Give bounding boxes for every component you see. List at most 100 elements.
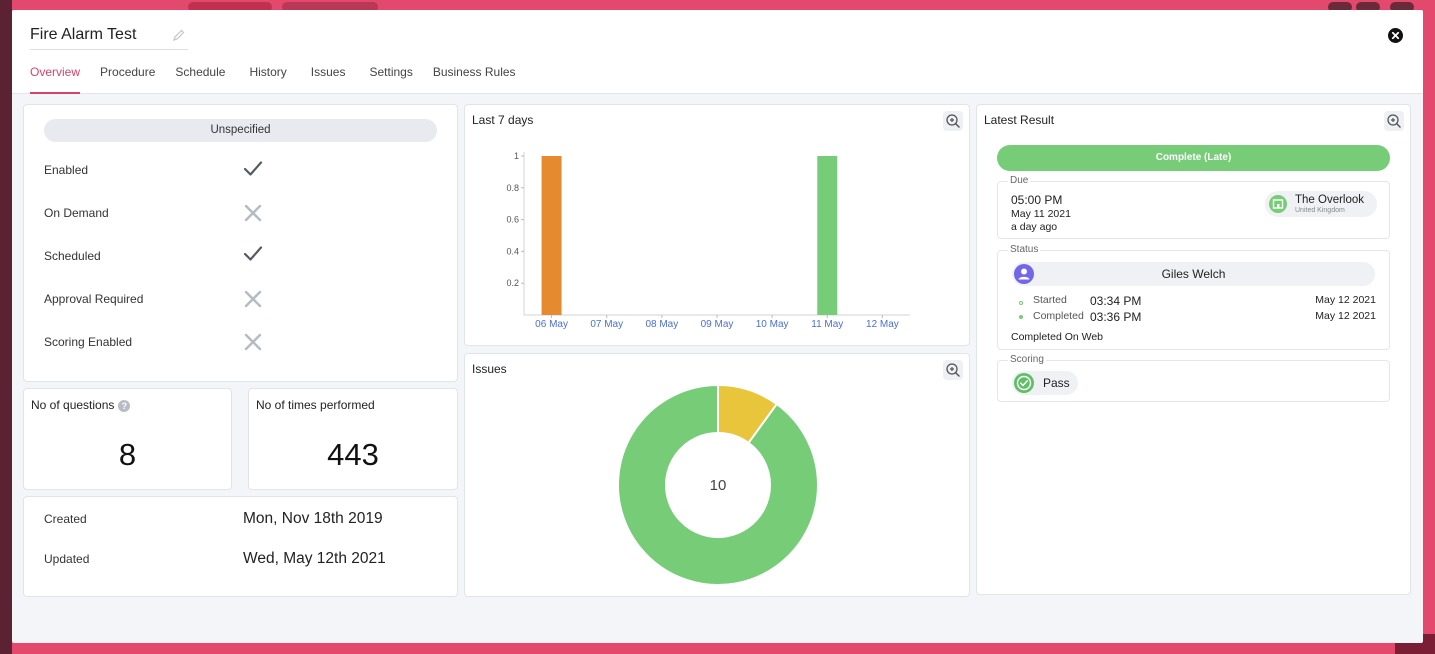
zoom-button[interactable] (1384, 111, 1404, 131)
flag-label-scoring-enabled: Scoring Enabled (44, 335, 133, 349)
close-icon (1391, 31, 1400, 40)
questions-label-text: No of questions (31, 398, 115, 412)
y-tick-label: 0.2 (506, 278, 519, 288)
donut-chart: 10 (617, 383, 819, 586)
completed-on: Completed On Web (1011, 331, 1104, 343)
y-tick-label: 0.6 (506, 215, 519, 225)
updated-label: Updated (44, 552, 90, 566)
zoom-in-icon (946, 114, 960, 128)
zoom-button[interactable] (943, 360, 963, 380)
backdrop-pill (188, 2, 272, 12)
dates-card: Created Mon, Nov 18th 2019 Updated Wed, … (23, 496, 458, 597)
y-tick-label: 0.4 (506, 246, 519, 256)
scoring-section: Scoring Pass (997, 354, 1390, 402)
backdrop-badge (1356, 2, 1380, 12)
x-tick-label: 07 May (590, 319, 623, 330)
donut-slice (617, 383, 819, 586)
performed-card: No of times performed 443 (248, 388, 458, 490)
check-icon (243, 161, 263, 176)
questions-card: No of questions? 8 (23, 388, 232, 490)
tab-settings[interactable]: Settings (369, 65, 413, 79)
location-chip[interactable]: The Overlook United Kingdom (1265, 191, 1377, 217)
questions-count: 8 (118, 437, 137, 472)
x-tick-label: 09 May (701, 319, 734, 330)
backdrop-pill (282, 2, 378, 12)
tab-issues[interactable]: Issues (310, 65, 346, 79)
started-date: May 12 2021 (1315, 294, 1376, 306)
bar (541, 156, 562, 315)
pass-icon (1014, 373, 1034, 393)
x-tick-label: 10 May (756, 319, 789, 330)
performed-label: No of times performed (256, 398, 375, 412)
check-circle-icon (1016, 375, 1032, 391)
due-label: Due (1008, 175, 1031, 186)
last-7-days-card: Last 7 days 0.2 0.4 0.6 0.8 1 06 May 07 May 08 … (464, 104, 970, 346)
issues-title: Issues (472, 362, 507, 376)
settings-card: Unspecified Enabled On Demand Scheduled … (23, 104, 458, 382)
started-time: 03:34 PM (1090, 294, 1142, 308)
x-tick-label: 06 May (535, 319, 568, 330)
tab-business-rules[interactable]: Business Rules (432, 65, 516, 79)
status-section: Status Giles Welch Started 03:34 PM May … (997, 244, 1390, 350)
due-time: 05:00 PM (1011, 193, 1063, 207)
created-label: Created (44, 512, 87, 526)
started-dot-icon (1019, 301, 1023, 305)
result-status-bar: Complete (Late) (997, 145, 1390, 171)
completed-date: May 12 2021 (1315, 310, 1376, 322)
created-value: Mon, Nov 18th 2019 (243, 510, 383, 527)
backdrop-avatar (1390, 2, 1414, 12)
close-button[interactable] (1388, 28, 1403, 43)
y-tick-label: 0.8 (506, 183, 519, 193)
category-badge: Unspecified (44, 119, 437, 142)
flag-label-on-demand: On Demand (44, 206, 109, 220)
y-tick-label: 1 (514, 151, 519, 161)
title-field[interactable]: Fire Alarm Test (30, 24, 188, 50)
cross-icon (244, 333, 262, 351)
latest-result-card: Latest Result Complete (Late) Due 05:00 … (976, 104, 1411, 595)
x-tick-label: 08 May (645, 319, 678, 330)
zoom-in-icon (946, 363, 960, 377)
page-title: Fire Alarm Test (30, 26, 137, 43)
x-tick-label: 12 May (866, 319, 899, 330)
zoom-button[interactable] (943, 111, 963, 131)
check-icon (243, 246, 263, 261)
backdrop-badge (1328, 2, 1352, 12)
backdrop-left-strip (0, 0, 12, 654)
user-avatar (1014, 264, 1034, 284)
completed-time: 03:36 PM (1090, 310, 1142, 324)
person-icon (1018, 268, 1030, 280)
tab-procedure[interactable]: Procedure (100, 65, 156, 79)
location-icon (1269, 195, 1287, 213)
building-icon (1272, 199, 1284, 209)
tab-history[interactable]: History (249, 65, 287, 79)
last-7-days-title: Last 7 days (472, 113, 534, 127)
location-country: United Kingdom (1295, 207, 1345, 214)
user-name: Giles Welch (1161, 267, 1226, 281)
performed-count: 443 (327, 437, 379, 472)
cross-icon (244, 290, 262, 308)
tab-overview[interactable]: Overview (30, 64, 81, 94)
pencil-icon[interactable] (172, 28, 186, 42)
flag-label-approval-required: Approval Required (44, 292, 144, 306)
user-chip[interactable]: Giles Welch (1012, 262, 1375, 286)
due-date: May 11 2021 (1011, 208, 1071, 220)
due-relative: a day ago (1011, 221, 1058, 233)
due-section: Due 05:00 PM May 11 2021 a day ago The O… (997, 175, 1390, 239)
bar (817, 156, 838, 315)
tab-bar: Overview Procedure Schedule History Issu… (30, 64, 540, 94)
modal-header: Fire Alarm Test Overview Procedure Sched… (12, 10, 1423, 94)
issues-card: Issues 10 (464, 353, 970, 597)
donut-center-label: 10 (710, 477, 727, 494)
flag-label-enabled: Enabled (44, 163, 89, 177)
tab-schedule[interactable]: Schedule (175, 65, 226, 79)
scoring-value: Pass (1043, 376, 1070, 390)
scoring-label: Scoring (1008, 354, 1046, 365)
zoom-in-icon (1387, 114, 1401, 128)
help-icon[interactable]: ? (118, 399, 131, 412)
location-name: The Overlook (1295, 194, 1365, 206)
x-tick-label: 11 May (811, 319, 843, 330)
completed-label: Completed (1033, 310, 1084, 322)
updated-value: Wed, May 12th 2021 (243, 550, 386, 567)
cross-icon (244, 204, 262, 222)
task-modal: Fire Alarm Test Overview Procedure Sched… (12, 10, 1423, 643)
